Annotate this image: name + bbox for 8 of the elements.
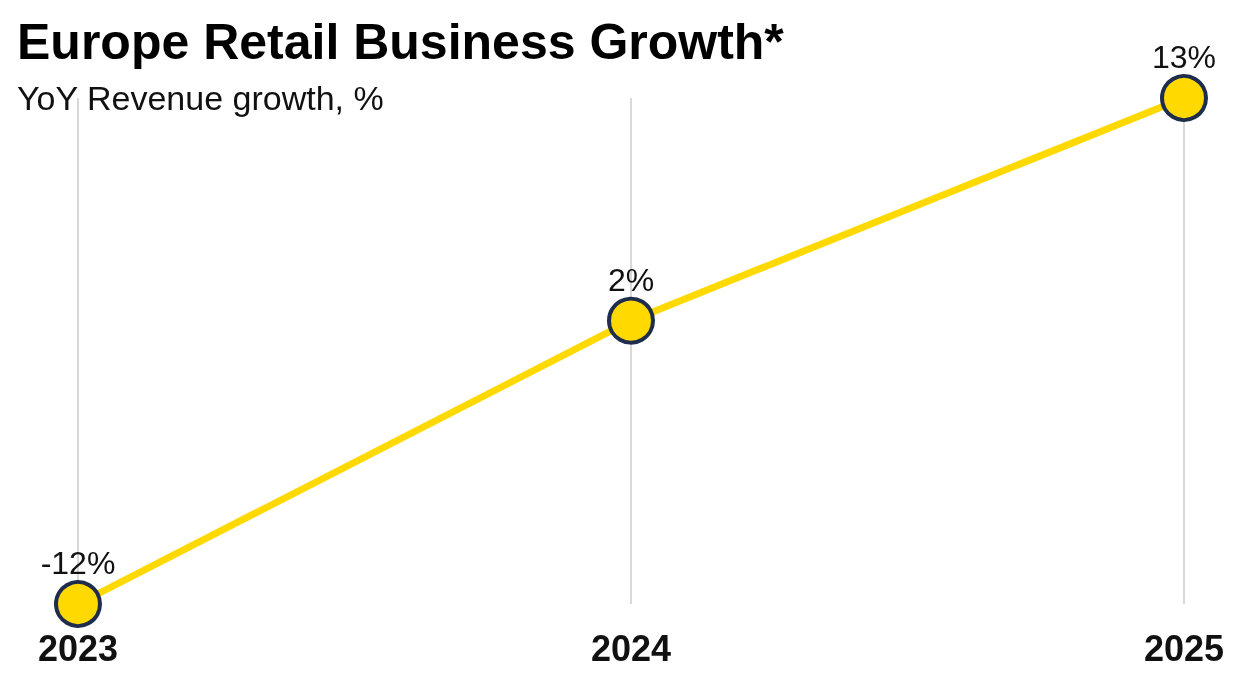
x-tick-label: 2023 [37, 627, 119, 669]
chart-title: Europe Retail Business Growth* [17, 14, 785, 70]
chart-subtitle: YoY Revenue growth, % [17, 79, 384, 117]
x-tick-label: 2024 [590, 627, 672, 669]
x-tick-label: 2025 [1143, 627, 1225, 669]
data-label: 2% [607, 261, 655, 298]
data-label: 13% [1151, 39, 1217, 75]
data-label: -12% [40, 545, 116, 581]
